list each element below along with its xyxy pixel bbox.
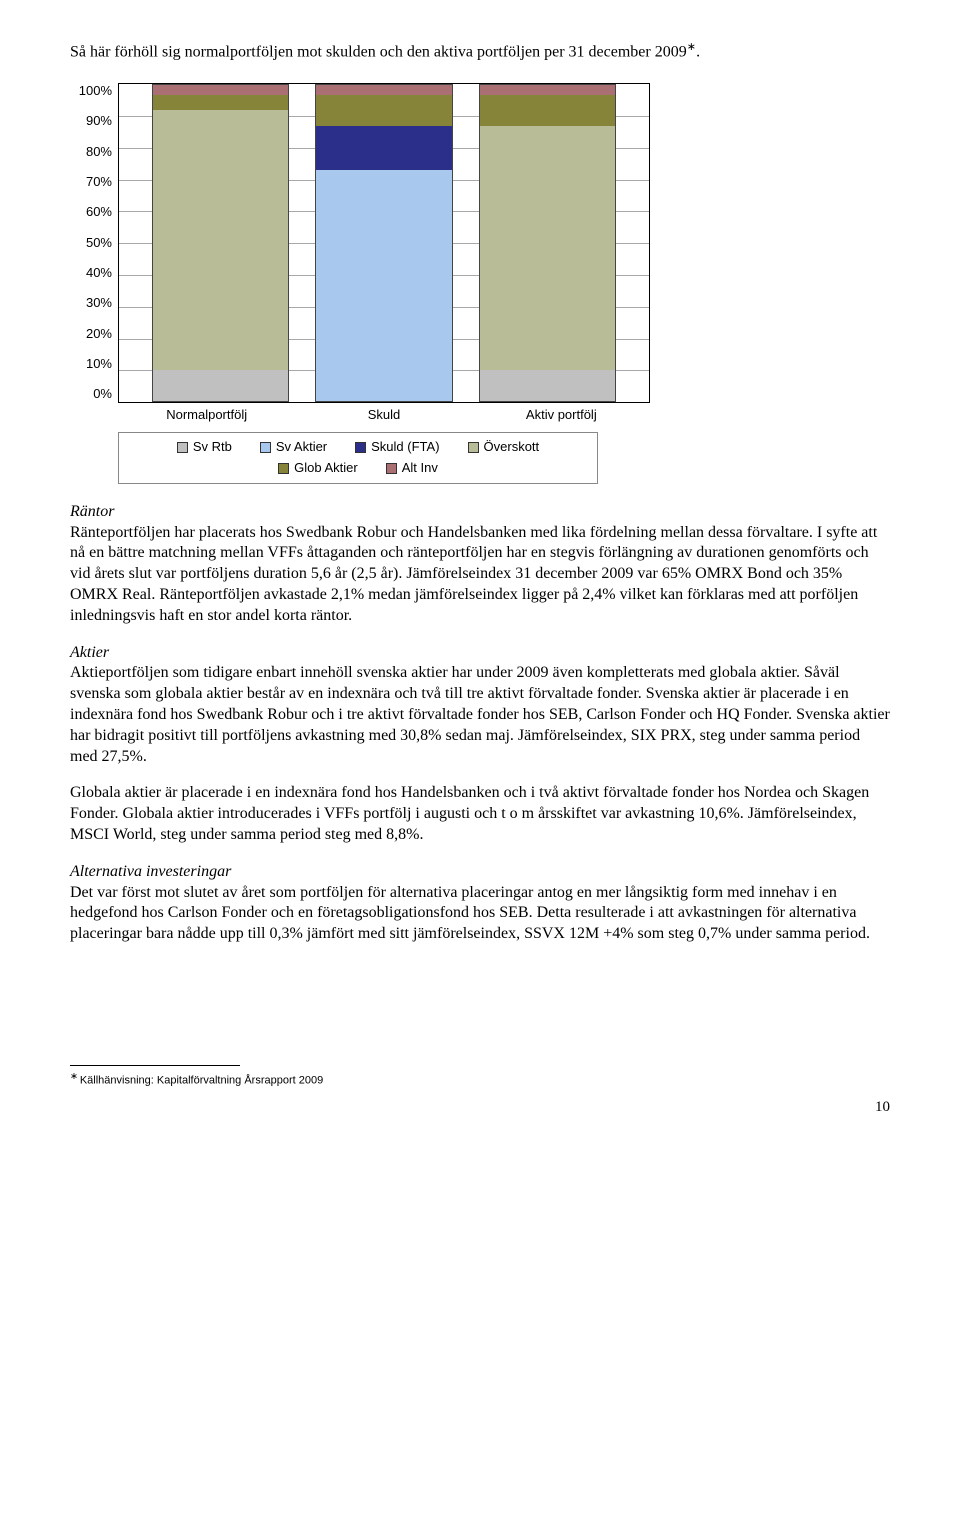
aktier-paragraph-1: Aktier Aktieportföljen som tidigare enba… (70, 643, 890, 768)
page-number: 10 (70, 1098, 890, 1118)
legend-label: Sv Rtb (193, 439, 232, 456)
legend-item: Alt Inv (386, 460, 438, 477)
legend-swatch (355, 442, 366, 453)
rantor-paragraph: Räntor Ränteportföljen har placerats hos… (70, 502, 890, 627)
y-tick: 60% (86, 204, 112, 221)
intro-text: Så här förhöll sig normalportföljen mot … (70, 43, 687, 60)
chart-segment (153, 95, 288, 111)
aktier-body-2: Globala aktier är placerade i en indexnä… (70, 784, 869, 843)
legend-label: Glob Aktier (294, 460, 358, 477)
chart-segment (316, 95, 451, 127)
y-tick: 70% (86, 174, 112, 191)
legend-swatch (260, 442, 271, 453)
x-tick: Normalportfölj (118, 403, 295, 424)
y-tick: 90% (86, 113, 112, 130)
chart-segment (316, 126, 451, 170)
chart-segment (480, 85, 615, 94)
alt-body: Det var först mot slutet av året som por… (70, 884, 870, 943)
y-tick: 50% (86, 235, 112, 252)
alt-paragraph: Alternativa investeringar Det var först … (70, 862, 890, 945)
x-tick: Aktiv portfölj (473, 403, 650, 424)
chart-x-axis: NormalportföljSkuldAktiv portfölj (118, 403, 650, 424)
legend-label: Alt Inv (402, 460, 438, 477)
legend-label: Sv Aktier (276, 439, 327, 456)
legend-swatch (177, 442, 188, 453)
legend-label: Skuld (FTA) (371, 439, 439, 456)
legend-item: Glob Aktier (278, 460, 358, 477)
x-tick: Skuld (295, 403, 472, 424)
legend-swatch (278, 463, 289, 474)
y-tick: 40% (86, 265, 112, 282)
y-tick: 10% (86, 356, 112, 373)
footnote-marker: ∗ (70, 1071, 78, 1081)
aktier-paragraph-2: Globala aktier är placerade i en indexnä… (70, 783, 890, 845)
aktier-heading: Aktier (70, 644, 109, 661)
alt-heading: Alternativa investeringar (70, 863, 231, 880)
y-tick: 100% (79, 83, 112, 100)
legend-item: Sv Aktier (260, 439, 327, 456)
legend-swatch (386, 463, 397, 474)
rantor-heading: Räntor (70, 503, 114, 520)
chart-segment (480, 126, 615, 369)
aktier-body-1: Aktieportföljen som tidigare enbart inne… (70, 664, 890, 764)
chart-legend: Sv Rtb Sv Aktier Skuld (FTA) Överskott Glob … (118, 432, 598, 484)
y-tick: 0% (93, 386, 112, 403)
footnote-rule (70, 1065, 240, 1066)
chart-y-axis: 100% 90% 80% 70% 60% 50% 40% 30% 20% 10% 0% (70, 83, 118, 403)
portfolio-stacked-chart: 100% 90% 80% 70% 60% 50% 40% 30% 20% 10% 0% Normal… (70, 83, 650, 484)
legend-item: Överskott (468, 439, 540, 456)
chart-segment (480, 370, 615, 402)
chart-segment (153, 110, 288, 369)
chart-segment (153, 370, 288, 402)
intro-paragraph: Så här förhöll sig normalportföljen mot … (70, 40, 890, 63)
chart-segment (316, 170, 451, 401)
y-tick: 20% (86, 326, 112, 343)
chart-plot-area (118, 83, 650, 403)
intro-footnote-marker: ∗ (687, 41, 696, 53)
legend-swatch (468, 442, 479, 453)
rantor-body: Ränteportföljen har placerats hos Swedba… (70, 524, 877, 624)
footnote-text: Källhänvisning: Kapitalförvaltning Årsra… (80, 1075, 323, 1087)
legend-label: Överskott (484, 439, 540, 456)
intro-period: . (696, 43, 700, 60)
chart-bar (479, 84, 616, 402)
y-tick: 80% (86, 144, 112, 161)
legend-item: Sv Rtb (177, 439, 232, 456)
chart-segment (480, 95, 615, 127)
chart-segment (153, 85, 288, 94)
chart-segment (316, 85, 451, 94)
footnote: ∗Källhänvisning: Kapitalförvaltning Årsr… (70, 1070, 890, 1088)
chart-bar (152, 84, 289, 402)
chart-bar (315, 84, 452, 402)
legend-item: Skuld (FTA) (355, 439, 439, 456)
y-tick: 30% (86, 295, 112, 312)
